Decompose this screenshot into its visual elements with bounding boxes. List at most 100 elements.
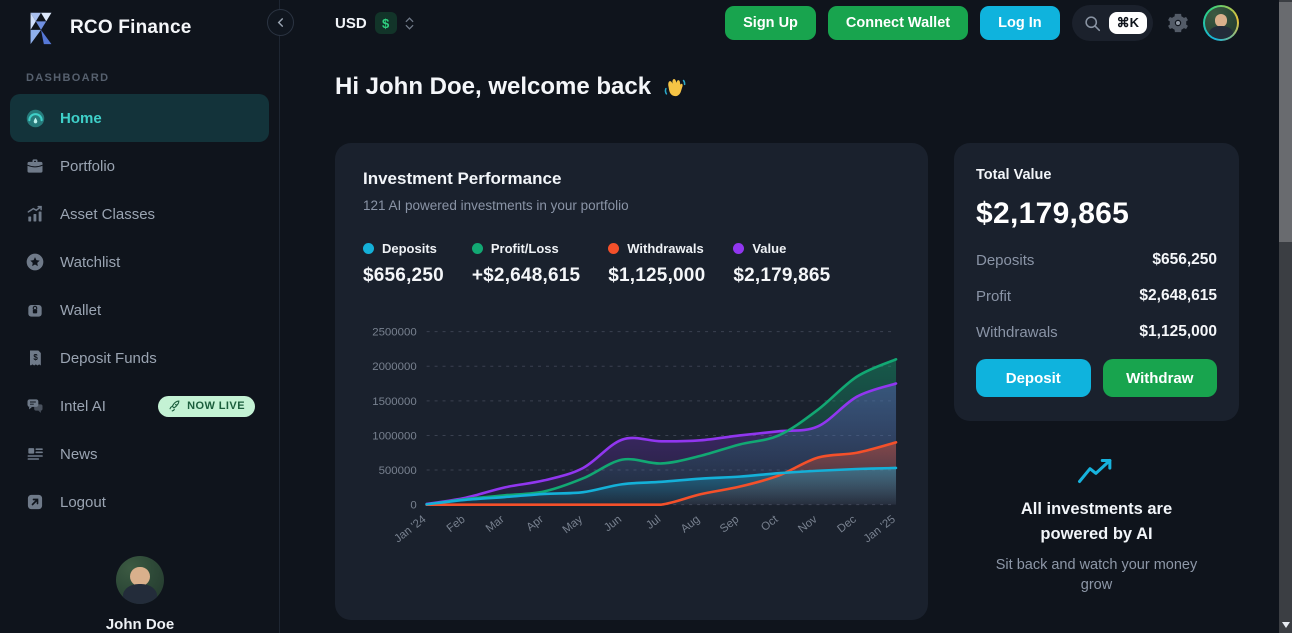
lock-icon xyxy=(24,299,46,321)
legend-dot xyxy=(363,243,374,254)
sidebar-item-news[interactable]: News xyxy=(10,430,269,478)
sidebar-item-home[interactable]: Home xyxy=(10,94,269,142)
legend-item: Profit/Loss +$2,648,615 xyxy=(471,241,581,287)
avatar-photo xyxy=(1205,7,1237,39)
scrollbar-down-arrow[interactable] xyxy=(1279,619,1292,631)
total-row-withdrawals: Withdrawals $1,125,000 xyxy=(976,323,1217,341)
legend-label: Deposits xyxy=(382,241,437,256)
sidebar-item-asset-classes[interactable]: Asset Classes xyxy=(10,190,269,238)
investment-performance-card: Investment Performance 121 AI powered in… xyxy=(335,143,928,620)
svg-text:Jan '25: Jan '25 xyxy=(862,513,898,545)
sidebar-item-label: Deposit Funds xyxy=(60,349,157,367)
sidebar-item-label: News xyxy=(60,445,98,463)
legend-value: $656,250 xyxy=(363,265,444,286)
scrollbar-track[interactable] xyxy=(1279,0,1292,633)
sidebar-item-label: Home xyxy=(60,109,102,127)
ai-note-subtitle: Sit back and watch your money grow xyxy=(995,556,1198,593)
legend-dot xyxy=(608,243,620,254)
svg-text:Apr: Apr xyxy=(524,513,546,534)
search-icon xyxy=(1084,15,1100,31)
legend-label: Withdrawals xyxy=(627,241,704,256)
trending-up-icon xyxy=(1077,458,1111,484)
right-column: Total Value $2,179,865 Deposits $656,250 P… xyxy=(954,143,1239,595)
sign-up-button[interactable]: Sign Up xyxy=(725,6,816,40)
sidebar: RCO Finance DASHBOARD Home Portfolio Asset… xyxy=(0,0,280,633)
sidebar-item-label: Asset Classes xyxy=(60,205,156,223)
sidebar-user[interactable]: John Doe xyxy=(0,556,280,633)
total-row-deposits: Deposits $656,250 xyxy=(976,251,1217,269)
user-name: John Doe xyxy=(105,616,175,633)
sidebar-nav: Home Portfolio Asset Classes Watchlist Walle… xyxy=(0,94,279,526)
brand-name: RCO Finance xyxy=(70,17,192,38)
svg-text:Jun: Jun xyxy=(602,513,624,534)
currency-selector[interactable]: USD $ xyxy=(335,12,414,34)
svg-text:Mar: Mar xyxy=(484,513,507,535)
dollar-icon: $ xyxy=(374,12,397,34)
legend-dot xyxy=(471,243,483,254)
search-button[interactable]: ⌘K xyxy=(1071,5,1153,41)
svg-text:2500000: 2500000 xyxy=(372,327,416,339)
sidebar-item-label: Logout xyxy=(60,493,106,511)
legend-label: Value xyxy=(752,241,787,256)
logout-arrow-icon xyxy=(24,491,46,513)
svg-text:Aug: Aug xyxy=(679,513,702,535)
svg-text:May: May xyxy=(561,513,586,536)
sidebar-item-logout[interactable]: Logout xyxy=(10,478,269,526)
scrollbar-thumb[interactable] xyxy=(1279,2,1292,242)
star-icon xyxy=(24,251,46,273)
chevron-left-icon xyxy=(277,18,284,27)
user-avatar[interactable] xyxy=(116,556,164,604)
sidebar-item-intel-ai[interactable]: Intel AI NOW LIVE xyxy=(10,382,269,430)
settings-button[interactable] xyxy=(1165,12,1191,34)
gear-icon xyxy=(1168,13,1188,33)
legend-item: Deposits $656,250 xyxy=(363,241,444,287)
gauge-icon xyxy=(24,107,46,129)
withdraw-button[interactable]: Withdraw xyxy=(1102,359,1217,397)
legend-item: Value $2,179,865 xyxy=(733,241,830,287)
card-subtitle: 121 AI powered investments in your portf… xyxy=(363,198,629,213)
legend-value: $2,179,865 xyxy=(733,265,831,286)
svg-text:Oct: Oct xyxy=(759,513,781,534)
svg-text:Dec: Dec xyxy=(835,513,859,535)
newspaper-icon xyxy=(24,443,46,465)
legend-value: +$2,648,615 xyxy=(471,265,581,286)
sidebar-item-watchlist[interactable]: Watchlist xyxy=(10,238,269,286)
sidebar-item-label: Watchlist xyxy=(60,253,121,271)
card-title: Investment Performance xyxy=(363,169,562,188)
main-area: USD $ Sign Up Connect Wallet Log In ⌘K xyxy=(281,0,1279,633)
sidebar-section-label: DASHBOARD xyxy=(26,72,110,84)
svg-text:0: 0 xyxy=(410,500,416,512)
chart-legend: Deposits $656,250 Profit/Loss +$2,648,615 Wi… xyxy=(363,241,900,287)
topbar-avatar[interactable] xyxy=(1203,5,1239,41)
brand: RCO Finance xyxy=(0,0,279,48)
performance-chart: 0 500000 1000000 1500000 2000000 2500000 Jan '… xyxy=(363,317,900,569)
sidebar-item-deposit-funds[interactable]: $ Deposit Funds xyxy=(10,334,269,382)
sidebar-collapse-button[interactable] xyxy=(267,9,294,36)
now-live-badge: NOW LIVE xyxy=(158,395,255,417)
greeting-text: Hi John Doe, welcome back xyxy=(335,73,652,100)
receipt-dollar-icon: $ xyxy=(24,347,46,369)
topbar: USD $ Sign Up Connect Wallet Log In ⌘K xyxy=(281,0,1279,46)
sidebar-item-label: Wallet xyxy=(60,301,102,319)
topbar-actions: Sign Up Connect Wallet Log In ⌘K xyxy=(725,5,1239,41)
total-row-profit: Profit $2,648,615 xyxy=(976,287,1217,305)
ai-note-title: All investments are powered by AI xyxy=(1020,500,1173,543)
chat-bubbles-icon xyxy=(24,395,46,417)
sidebar-item-portfolio[interactable]: Portfolio xyxy=(10,142,269,190)
sidebar-item-label: Portfolio xyxy=(60,157,116,175)
currency-code: USD xyxy=(335,14,367,32)
chevron-up-down-icon xyxy=(405,16,414,30)
svg-text:Jul: Jul xyxy=(644,513,663,531)
sidebar-item-wallet[interactable]: Wallet xyxy=(10,286,269,334)
content: Hi John Doe, welcome back Investment Per… xyxy=(281,73,1279,620)
svg-text:Nov: Nov xyxy=(796,513,820,535)
brand-logo-icon xyxy=(22,9,60,47)
total-rows: Deposits $656,250 Profit $2,648,615 Withdraw… xyxy=(976,251,1217,341)
log-in-button[interactable]: Log In xyxy=(980,6,1060,40)
connect-wallet-button[interactable]: Connect Wallet xyxy=(827,6,969,40)
svg-text:Jan '24: Jan '24 xyxy=(392,513,429,545)
total-value-card: Total Value $2,179,865 Deposits $656,250 P… xyxy=(954,143,1239,421)
svg-text:Feb: Feb xyxy=(445,513,468,535)
deposit-button[interactable]: Deposit xyxy=(976,359,1091,397)
page-title: Hi John Doe, welcome back xyxy=(335,73,1239,101)
